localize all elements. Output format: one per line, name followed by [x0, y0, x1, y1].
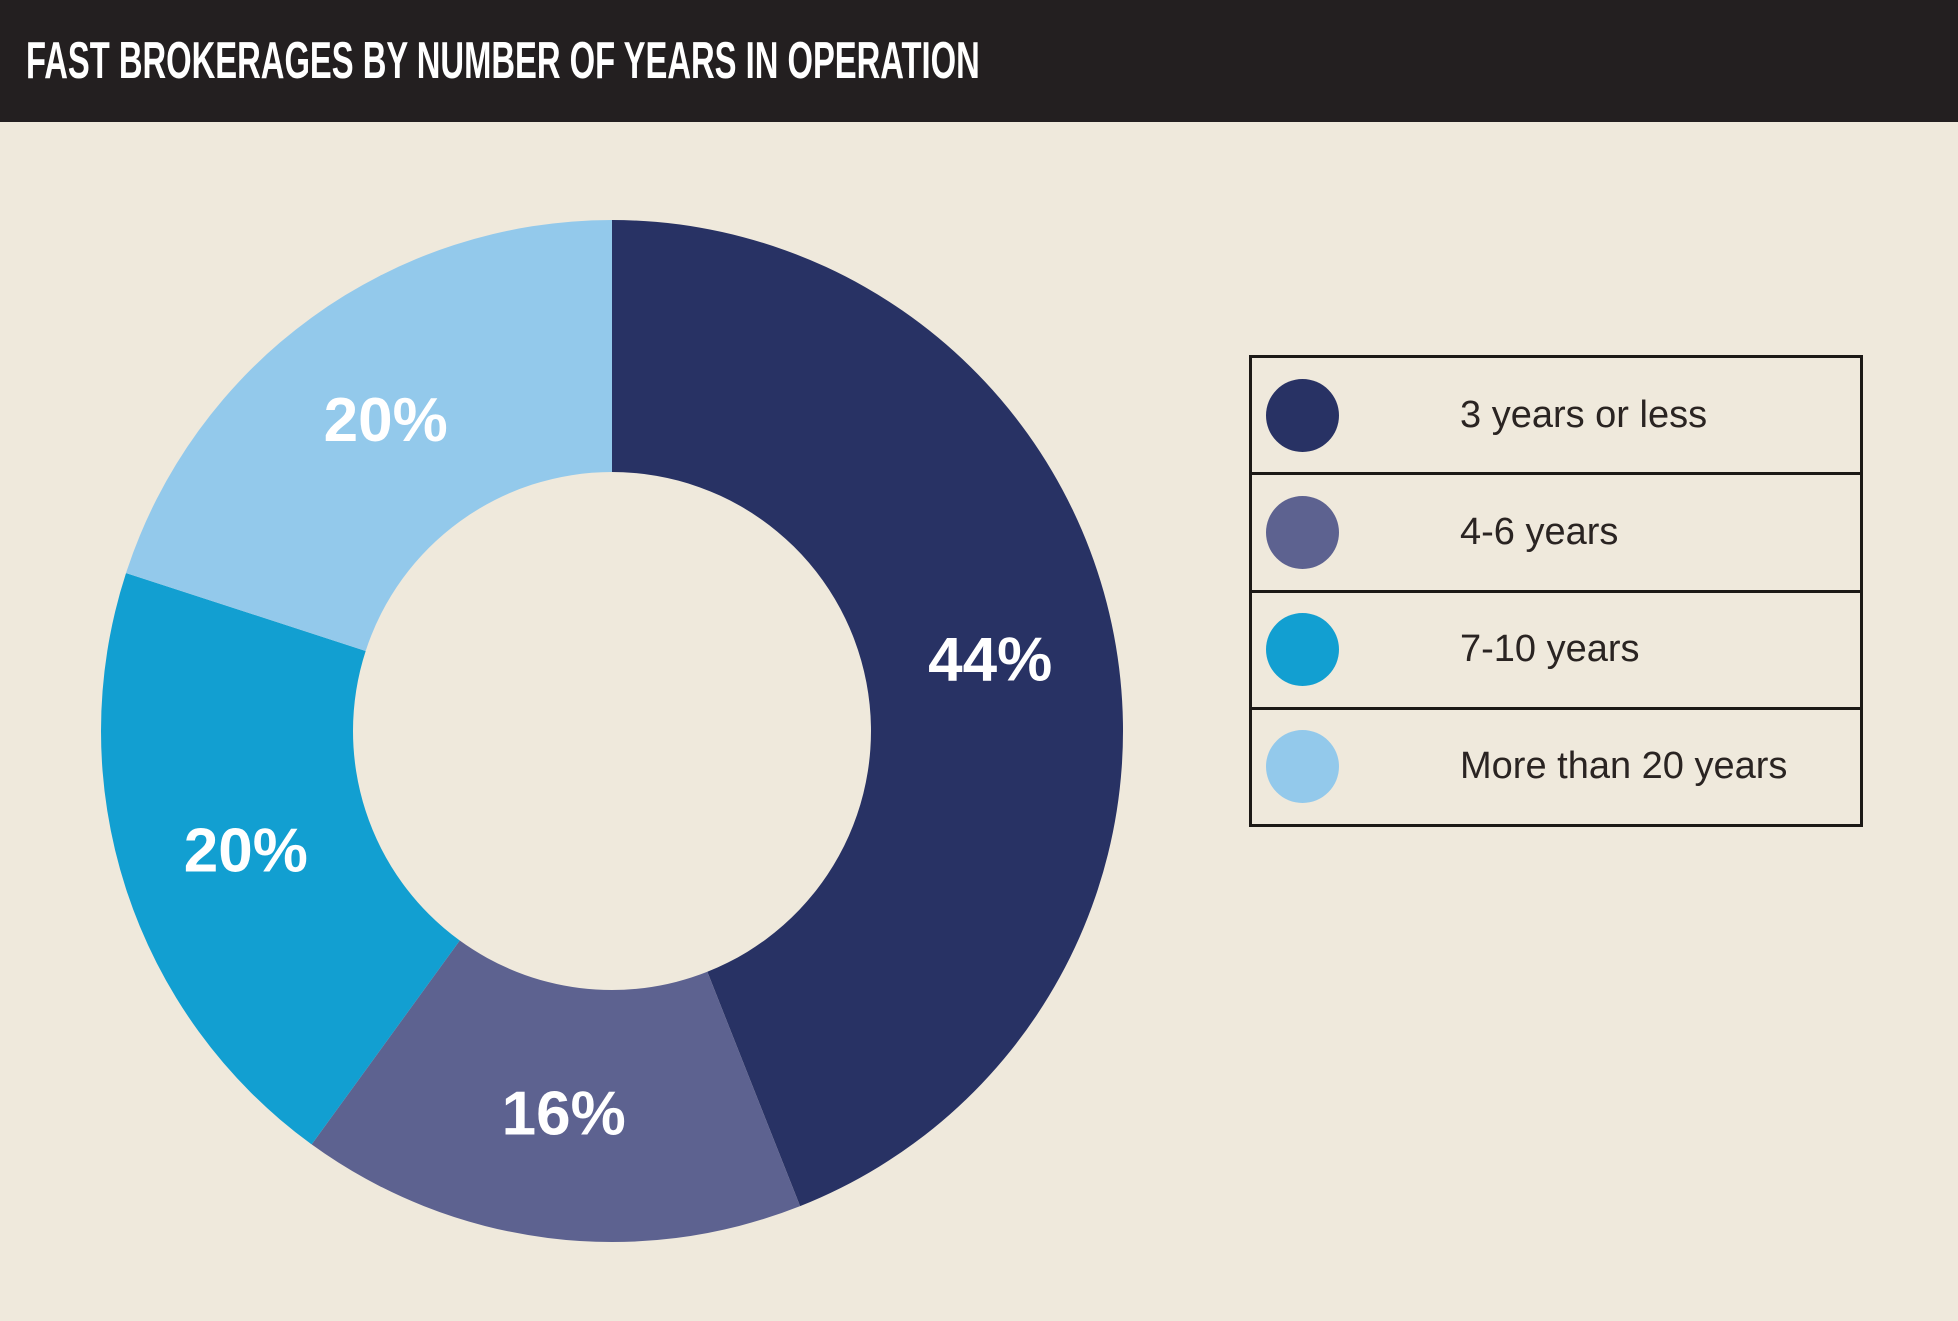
- legend-item-4-6-years: 4-6 years: [1252, 472, 1860, 589]
- legend-swatch-icon: [1266, 378, 1339, 452]
- legend-item-3-years-or-less: 3 years or less: [1252, 358, 1860, 472]
- pie-slice-1: [311, 940, 801, 1243]
- legend-swatch-icon: [1266, 613, 1339, 687]
- donut-chart: 44% 16% 20% 20%: [100, 220, 1124, 1243]
- chart-title: FAST BROKERAGES BY NUMBER OF YEARS IN OP…: [26, 32, 980, 90]
- legend-label: 7-10 years: [1460, 628, 1640, 671]
- legend-swatch-icon: [1266, 495, 1339, 569]
- slice-label-3: 20%: [324, 386, 448, 455]
- legend-item-more-than-20-years: More than 20 years: [1252, 706, 1860, 824]
- legend-swatch-icon: [1266, 730, 1339, 804]
- legend-label: 3 years or less: [1460, 393, 1708, 436]
- slice-label-0: 44%: [928, 626, 1052, 695]
- pie-slice-2: [100, 573, 460, 1145]
- slice-label-1: 16%: [502, 1080, 626, 1149]
- legend-item-7-10-years: 7-10 years: [1252, 589, 1860, 707]
- slice-label-2: 20%: [184, 817, 308, 886]
- legend-label: More than 20 years: [1460, 745, 1788, 788]
- legend-label: 4-6 years: [1460, 510, 1619, 553]
- pie-slice-0: [612, 220, 1124, 1207]
- legend: 3 years or less 4-6 years 7-10 years Mor…: [1249, 355, 1863, 827]
- pie-slice-3: [126, 220, 612, 651]
- title-bar: FAST BROKERAGES BY NUMBER OF YEARS IN OP…: [0, 0, 1958, 122]
